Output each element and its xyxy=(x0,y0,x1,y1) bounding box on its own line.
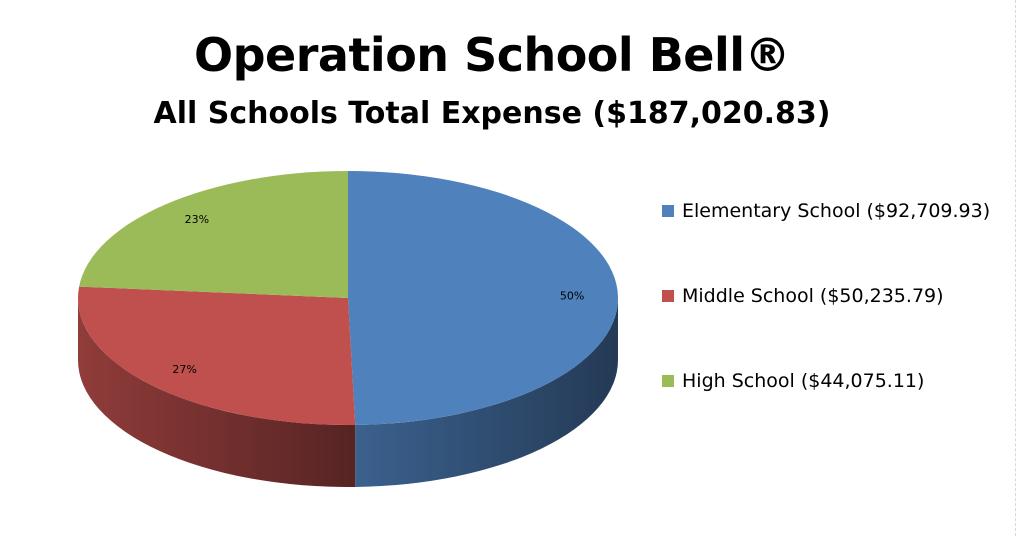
legend-label-middle: Middle School ($50,235.79) xyxy=(682,285,944,307)
legend-item-middle: Middle School ($50,235.79) xyxy=(662,281,990,311)
legend-swatch-middle xyxy=(662,290,674,302)
pie-slice-side-0 xyxy=(355,298,618,487)
pie-slice-0 xyxy=(348,170,619,425)
page-edge-guide xyxy=(1015,0,1024,536)
chart-subtitle: All Schools Total Expense ($187,020.83) xyxy=(153,96,831,131)
legend-swatch-high xyxy=(662,375,674,387)
chart-legend: Elementary School ($92,709.93) Middle Sc… xyxy=(662,196,990,451)
pie-slice-1 xyxy=(77,286,356,425)
legend-label-elementary: Elementary School ($92,709.93) xyxy=(682,200,991,222)
legend-item-elementary: Elementary School ($92,709.93) xyxy=(662,196,990,226)
pie-label-1: 27% xyxy=(172,363,196,376)
pie-label-2: 23% xyxy=(185,213,209,226)
pie-label-0: 50% xyxy=(560,290,584,303)
legend-swatch-elementary xyxy=(662,205,674,217)
page-bottom-guide xyxy=(0,532,1024,534)
chart-title: Operation School Bell® xyxy=(193,28,791,82)
pie-slice-side-1 xyxy=(78,298,356,488)
legend-label-high: High School ($44,075.11) xyxy=(682,370,925,392)
legend-item-high: High School ($44,075.11) xyxy=(662,366,990,396)
pie-slice-2 xyxy=(79,171,349,298)
